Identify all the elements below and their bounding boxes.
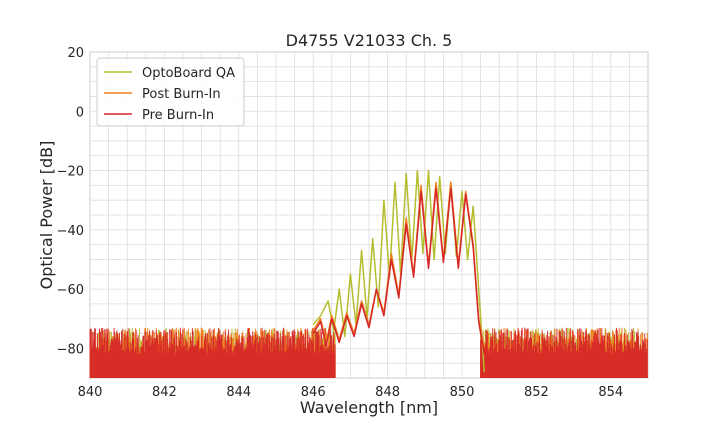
legend-label: Post Burn-In <box>142 87 221 102</box>
x-tick-label: 852 <box>524 385 549 400</box>
series-line <box>312 187 486 355</box>
y-tick-label: −40 <box>57 224 84 239</box>
series-layer <box>312 169 486 373</box>
noise-trace <box>89 327 648 378</box>
x-tick-label: 842 <box>152 385 177 400</box>
x-tick-label: 840 <box>78 385 103 400</box>
x-tick-label: 854 <box>598 385 623 400</box>
x-tick-label: 850 <box>450 385 475 400</box>
y-tick-label: −60 <box>57 283 84 298</box>
legend-label: Pre Burn-In <box>142 108 214 123</box>
x-axis-label: Wavelength [nm] <box>300 398 438 417</box>
x-tick-label: 846 <box>301 385 326 400</box>
noise-floor <box>89 327 648 378</box>
x-tick-label: 848 <box>375 385 400 400</box>
x-tick-labels: 840 842 844 846 848 850 852 854 <box>78 385 624 400</box>
y-tick-label: −20 <box>57 165 84 180</box>
chart-title: D4755 V21033 Ch. 5 <box>286 31 453 50</box>
y-tick-label: −80 <box>57 342 84 357</box>
legend: OptoBoard QA Post Burn-In Pre Burn-In <box>96 57 245 127</box>
y-tick-label: 0 <box>76 105 84 120</box>
legend-label: OptoBoard QA <box>142 66 235 81</box>
plot-frame <box>89 51 649 379</box>
y-tick-labels: 20 0 −20 −40 −60 −80 <box>57 46 84 357</box>
x-tick-label: 844 <box>226 385 251 400</box>
y-tick-label: 20 <box>67 46 84 61</box>
legend-box <box>96 57 245 127</box>
y-axis-label: Optical Power [dB] <box>37 141 56 290</box>
